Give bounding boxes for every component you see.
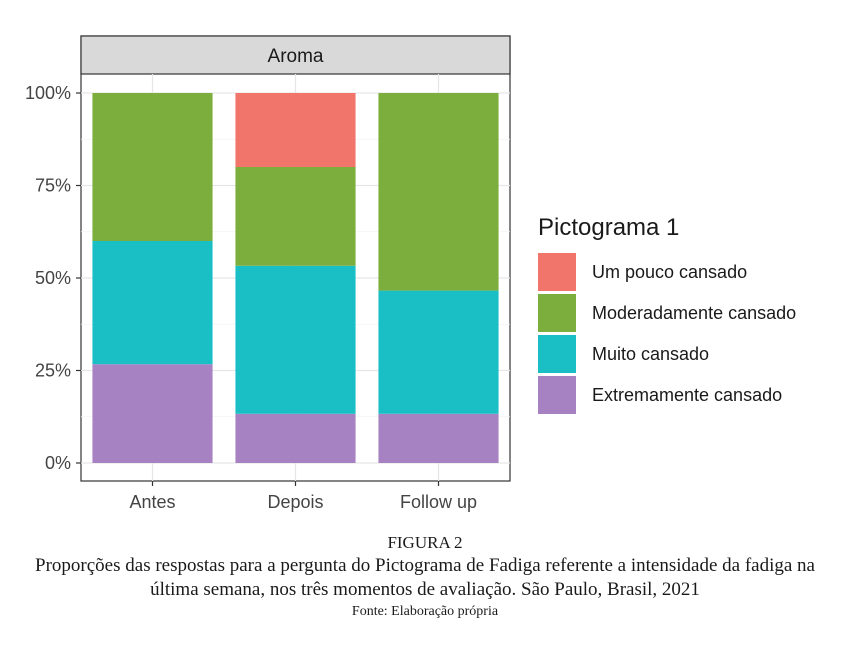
figure-caption: FIGURA 2 Proporções das respostas para a… [0,532,850,622]
figure-label: FIGURA 2 [387,533,463,552]
legend-key [538,253,576,291]
y-tick-label: 0% [45,453,71,473]
bar-segment-muito-cansado-antes [92,241,213,365]
bar-segment-moderadamente-cansado-follow-up [378,93,499,291]
y-axis: 0% 25% 50% 75% 100% [25,83,81,473]
legend-label: Um pouco cansado [592,262,747,282]
x-tick-label: Depois [267,492,323,512]
legend-label: Extremamente cansado [592,385,782,405]
facet-strip [80,35,511,75]
bar-segment-extremamente-cansado-antes [92,364,213,463]
x-tick-label: Follow up [400,492,477,512]
legend-title: Pictograma 1 [538,214,679,241]
figure-caption-text: Proporções das respostas para a pergunta… [35,555,815,600]
legend-key [538,335,576,373]
stacked-bar-chart: Aroma 0% 25% 50% 75% 100% Antes Depois Follow … [25,35,796,512]
bar-segment-moderadamente-cansado-antes [92,93,213,241]
bar-segment-muito-cansado-depois [235,265,356,414]
y-tick-label: 100% [25,83,71,103]
bar-segment-extremamente-cansado-depois [235,413,356,463]
bars [92,93,499,463]
legend-items: Um pouco cansado Moderadamente cansado Mui… [538,253,796,414]
legend-label: Muito cansado [592,344,709,364]
y-tick-label: 75% [35,176,71,196]
y-tick-label: 25% [35,361,71,381]
x-tick-label: Antes [129,492,175,512]
facet-strip-label: Aroma [268,46,324,67]
bar-segment-muito-cansado-follow-up [378,290,499,414]
legend-key [538,294,576,332]
legend-key [538,376,576,414]
legend-label: Moderadamente cansado [592,303,796,323]
bar-segment-extremamente-cansado-follow-up [378,413,499,463]
bar-segment-um-pouco-cansado-depois [235,93,356,167]
figure-source: Fonte: Elaboração própria [351,604,499,619]
bar-segment-moderadamente-cansado-depois [235,167,356,266]
y-tick-label: 50% [35,268,71,288]
x-axis: Antes Depois Follow up [129,481,477,512]
legend: Pictograma 1 Um pouco cansado Moderadamen… [538,214,796,414]
